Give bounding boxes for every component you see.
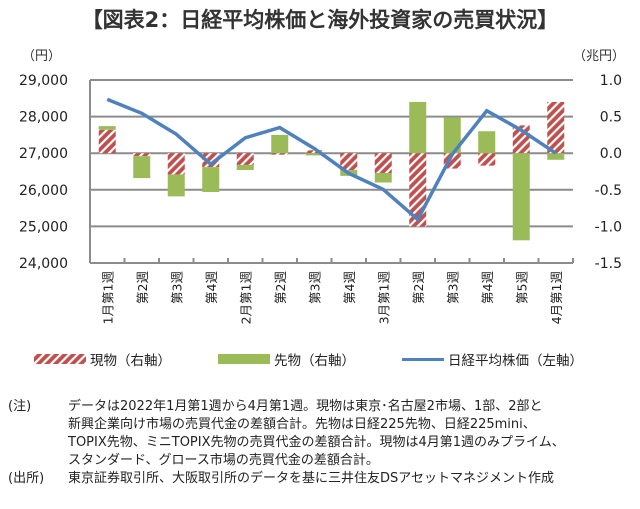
left-axis-tick-label: 24,000 <box>19 256 68 272</box>
x-axis-tick-label: 第3週 <box>169 271 184 304</box>
source-label: (出所) <box>8 471 45 486</box>
chart: 29,000 28,000 27,000 26,000 25,000 24,000 1.0 0… <box>19 49 625 324</box>
x-axis-tick-label: 3月第1週 <box>376 271 391 325</box>
right-axis-tick-label: -1.5 <box>595 256 622 272</box>
bar-spot <box>340 153 358 171</box>
left-axis-tick-label: 27,000 <box>19 146 68 162</box>
x-axis-tick-label: 第3週 <box>307 271 322 304</box>
bar-futures <box>167 174 185 197</box>
source-text: 東京証券取引所、大阪取引所のデータを基に三井住友DSアセットマネジメント作成 <box>68 470 636 488</box>
bar-spot <box>478 153 496 166</box>
bar-spot <box>374 153 392 173</box>
nikkei-line-layer <box>106 97 557 223</box>
nikkei-line <box>106 97 557 223</box>
x-axis-tick-label: 第4週 <box>342 271 357 304</box>
left-axis-tick-label: 28,000 <box>19 110 68 126</box>
note-label: (注) <box>8 399 32 414</box>
bar-futures <box>98 126 116 130</box>
bar-spot <box>202 153 220 168</box>
x-axis-tick-label: 2月第1週 <box>238 271 253 325</box>
bar-futures <box>478 131 496 154</box>
left-axis-tick-label: 25,000 <box>19 219 68 235</box>
x-axis-tick-label: 第2週 <box>135 271 150 304</box>
right-axis-tick-label: -1.0 <box>595 219 622 235</box>
x-axis-tick-label: 第3週 <box>445 271 460 304</box>
note-text: データは2022年1月第1週から4月第1週。現物は東京･名古屋2市場、1部、2部… <box>68 398 636 470</box>
x-axis-tick-label: 第4週 <box>480 271 495 304</box>
legend-item-spot: 現物（右軸） <box>34 349 171 369</box>
note-line: スタンダード、グロース市場の売買代金の差額合計。 <box>68 453 379 468</box>
bar-spot <box>167 153 185 175</box>
bar-futures <box>271 134 289 154</box>
x-axis-tick-label: 第2週 <box>411 271 426 304</box>
x-axis-tick-label: 第4週 <box>204 271 219 304</box>
x-axis-tick-label: 4月第1週 <box>549 271 564 325</box>
bar-futures <box>236 164 254 171</box>
bar-futures <box>512 153 530 241</box>
bar-futures <box>547 153 565 160</box>
blue-line-swatch-icon <box>402 357 444 361</box>
bar-spot <box>98 129 116 154</box>
note-row: (注) データは2022年1月第1週から4月第1週。現物は東京･名古屋2市場、1… <box>8 398 636 470</box>
gridlines <box>90 79 573 228</box>
axes: 29,000 28,000 27,000 26,000 25,000 24,000 1.0 0… <box>19 73 622 324</box>
left-axis-tick-label: 26,000 <box>19 183 68 199</box>
source-line: 東京証券取引所、大阪取引所のデータを基に三井住友DSアセットマネジメント作成 <box>68 471 555 486</box>
legend-item-futures: 先物（右軸） <box>218 349 355 369</box>
right-axis-tick-label: 1.0 <box>600 73 622 89</box>
bar-futures <box>202 167 220 192</box>
legend-label-spot: 現物（右軸） <box>90 353 171 369</box>
notes: (注) データは2022年1月第1週から4月第1週。現物は東京･名古屋2市場、1… <box>8 398 636 488</box>
right-axis-tick-label: 0.5 <box>600 110 622 126</box>
bars <box>98 101 565 241</box>
left-axis-unit: （円） <box>22 49 61 64</box>
right-axis-unit: （兆円） <box>573 49 625 64</box>
bar-spot <box>271 153 289 155</box>
bar-futures <box>443 117 461 154</box>
bar-futures <box>305 153 323 156</box>
legend-label-futures: 先物（右軸） <box>274 353 355 369</box>
note-line: 新興企業向け市場の売買代金の差額合計。先物は日経225先物、日経225mini、 <box>68 417 536 432</box>
x-axis-tick-label: 1月第1週 <box>100 271 115 325</box>
left-axis-tick-label: 29,000 <box>19 73 68 89</box>
right-axis-tick-label: 0.0 <box>600 146 622 162</box>
x-axis-tick-label: 第5週 <box>514 271 529 304</box>
green-swatch-icon <box>218 354 270 364</box>
chart-title: 【図表2：日経平均株価と海外投資家の売買状況】 <box>81 8 559 32</box>
bar-futures <box>133 156 151 179</box>
legend-item-nikkei: 日経平均株価（左軸） <box>402 349 583 369</box>
note-line: TOPIX先物、ミニTOPIX先物の売買代金の差額合計。現物は4月第1週のみプラ… <box>68 435 565 450</box>
bar-futures <box>409 101 427 154</box>
source-row: (出所) 東京証券取引所、大阪取引所のデータを基に三井住友DSアセットマネジメン… <box>8 470 636 488</box>
bar-futures <box>374 172 392 183</box>
x-axis-tick-label: 第2週 <box>273 271 288 304</box>
bar-spot <box>236 153 254 165</box>
legend-label-nikkei: 日経平均株価（左軸） <box>448 353 583 369</box>
bar-spot <box>133 153 151 157</box>
hatched-red-swatch-icon <box>34 354 86 364</box>
right-axis-tick-label: -0.5 <box>595 183 622 199</box>
note-line: データは2022年1月第1週から4月第1週。現物は東京･名古屋2市場、1部、2部… <box>68 399 543 414</box>
bar-spot <box>547 101 565 154</box>
bar-spot <box>305 150 323 154</box>
